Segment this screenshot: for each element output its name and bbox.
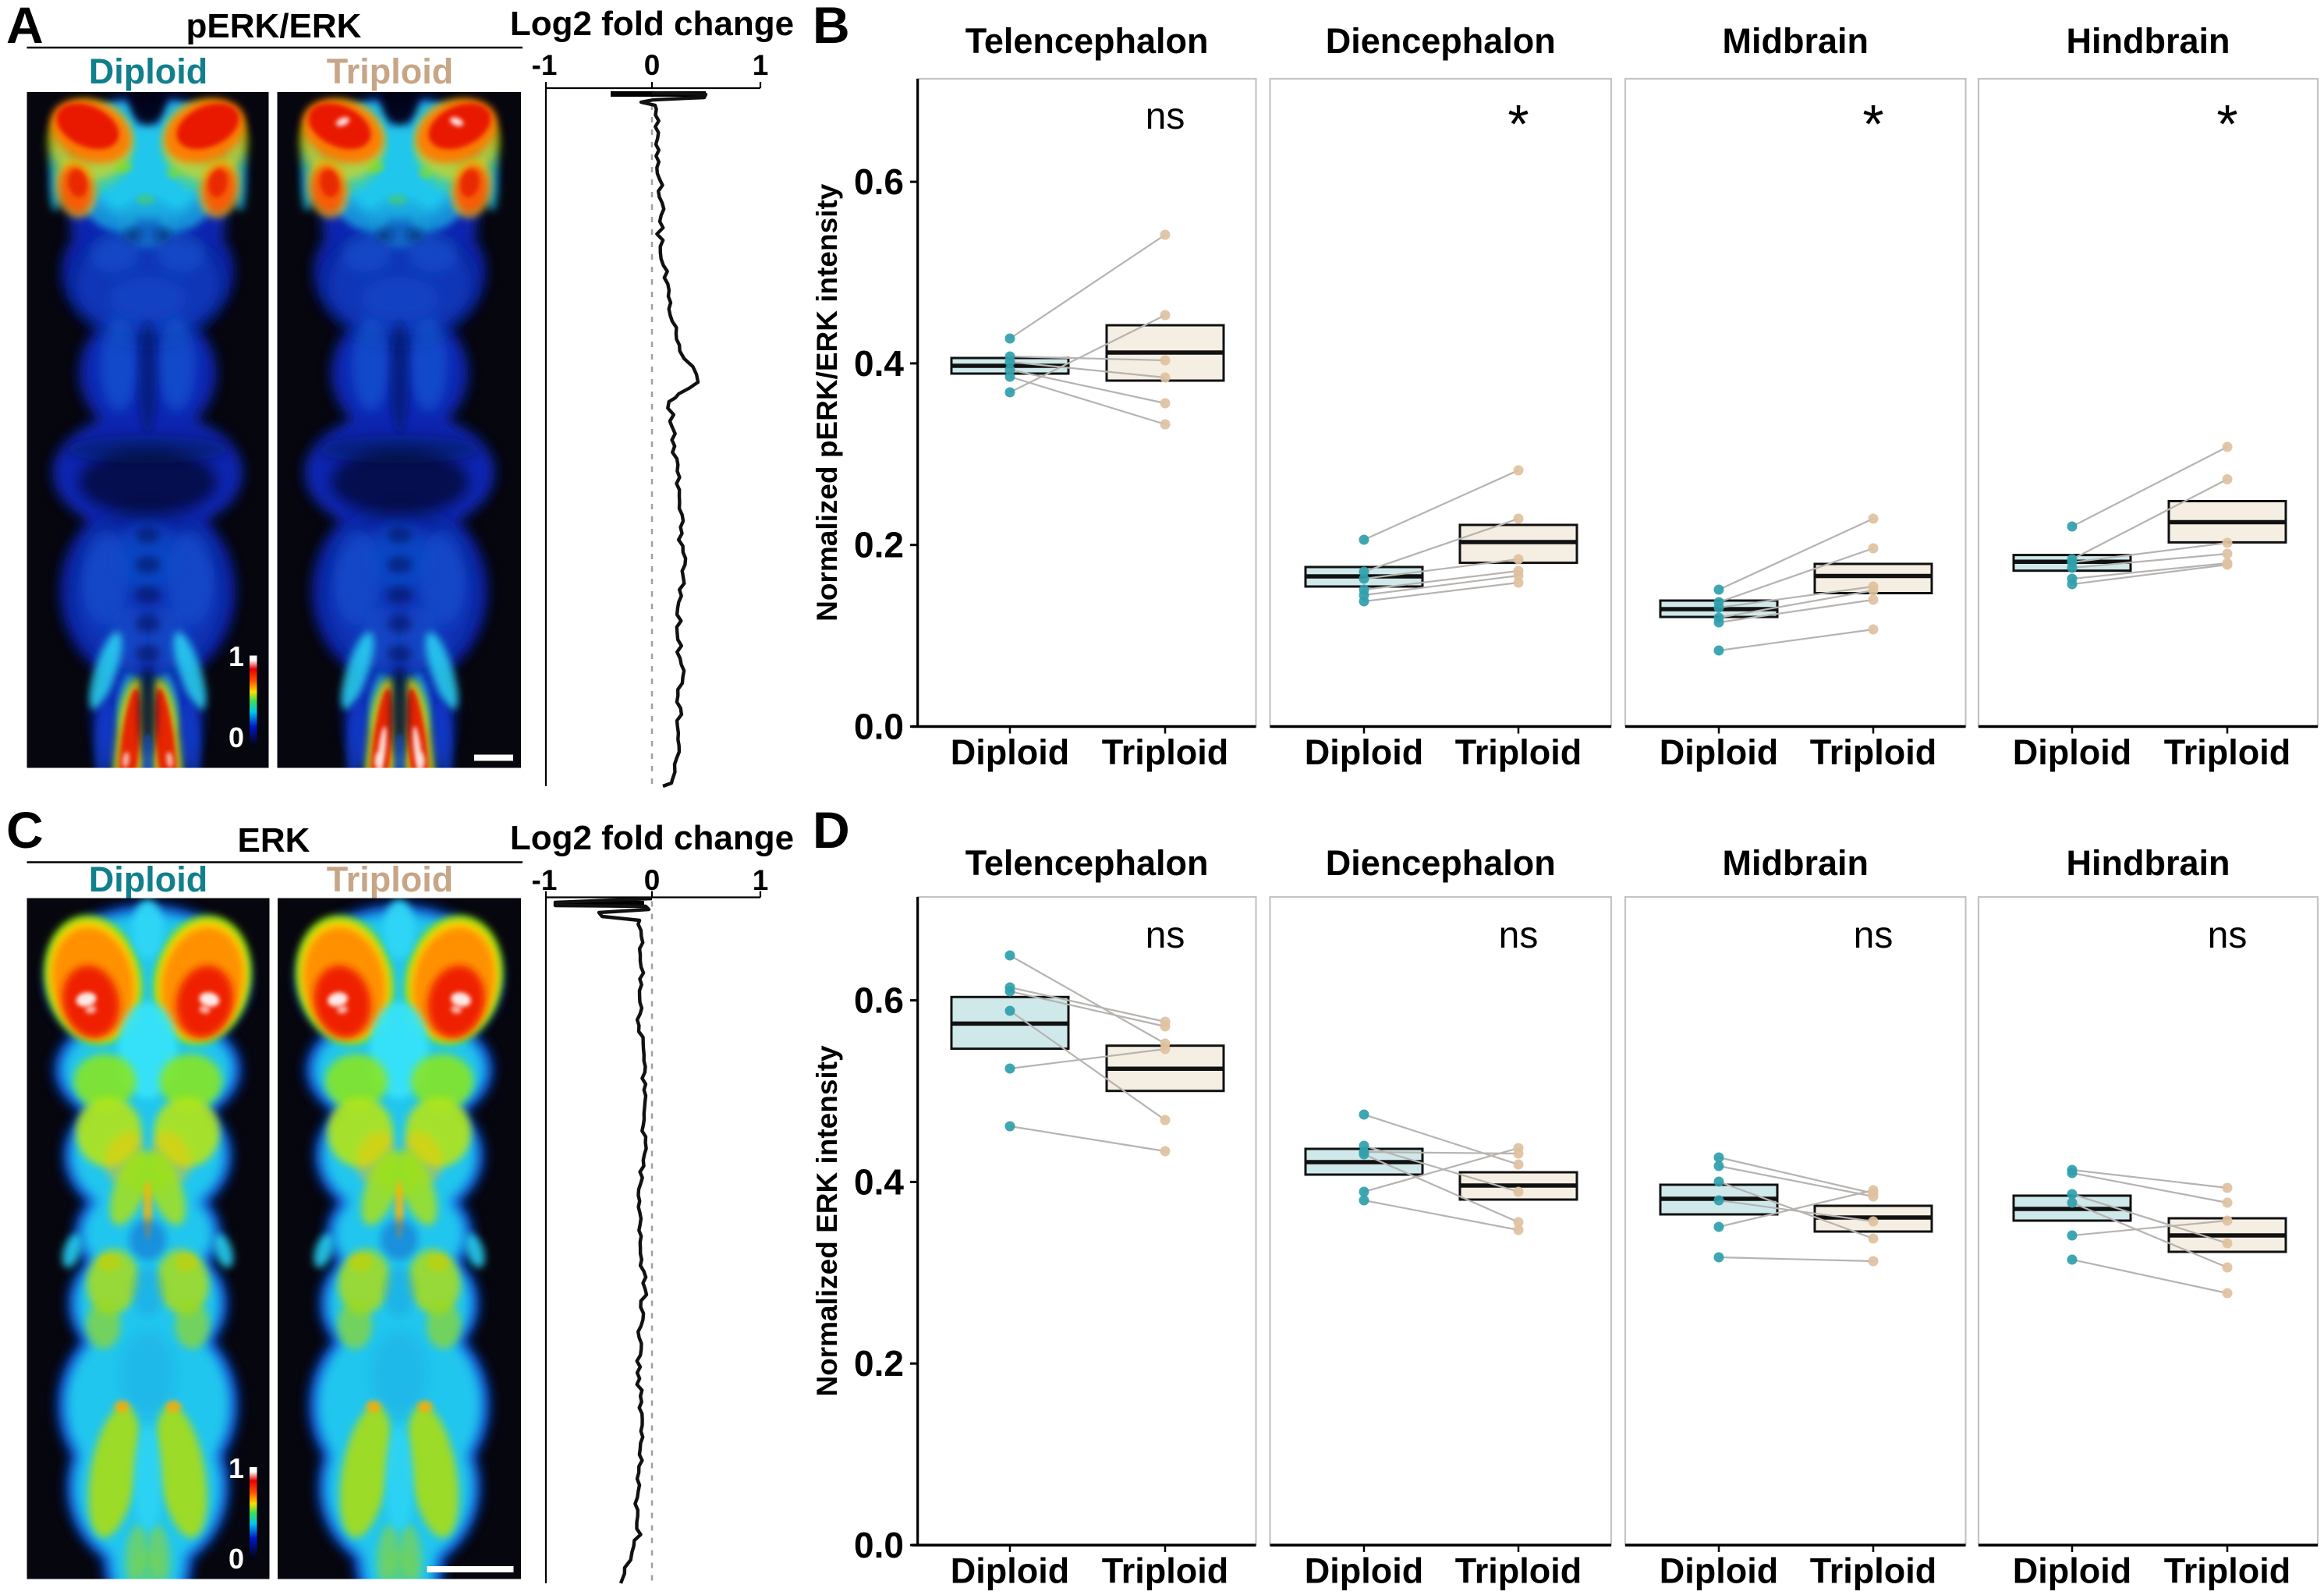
svg-text:Diploid: Diploid <box>2013 732 2131 772</box>
svg-text:*: * <box>1507 94 1529 154</box>
svg-text:Midbrain: Midbrain <box>1723 21 1869 61</box>
svg-text:Triploid: Triploid <box>1102 732 1229 772</box>
svg-text:0: 0 <box>644 49 661 81</box>
svg-text:Normalized ERK intensity: Normalized ERK intensity <box>811 1045 843 1397</box>
svg-text:ns: ns <box>1854 915 1894 956</box>
svg-text:Diploid: Diploid <box>951 732 1069 772</box>
svg-text:Telencephalon: Telencephalon <box>965 21 1209 61</box>
svg-text:0.0: 0.0 <box>854 707 904 747</box>
svg-text:Hindbrain: Hindbrain <box>2067 843 2230 883</box>
svg-text:Triploid: Triploid <box>327 860 454 899</box>
svg-text:1: 1 <box>229 1452 244 1484</box>
svg-text:Diencephalon: Diencephalon <box>1326 843 1556 883</box>
svg-text:Triploid: Triploid <box>327 51 454 91</box>
svg-text:Diploid: Diploid <box>2013 1551 2131 1591</box>
svg-text:Triploid: Triploid <box>1455 1551 1582 1591</box>
svg-text:0.2: 0.2 <box>854 525 904 565</box>
svg-text:Diploid: Diploid <box>89 51 207 91</box>
svg-text:Diploid: Diploid <box>1660 1551 1778 1591</box>
svg-text:0.2: 0.2 <box>854 1343 904 1384</box>
svg-text:Log2 fold change: Log2 fold change <box>510 819 794 857</box>
svg-text:C: C <box>6 801 44 859</box>
svg-text:Hindbrain: Hindbrain <box>2067 21 2230 61</box>
svg-text:Diploid: Diploid <box>1660 732 1778 772</box>
svg-text:Midbrain: Midbrain <box>1723 843 1869 883</box>
svg-text:ns: ns <box>1499 915 1539 956</box>
svg-text:0.4: 0.4 <box>854 343 904 384</box>
svg-text:Diploid: Diploid <box>1305 732 1423 772</box>
svg-text:-1: -1 <box>532 49 558 81</box>
svg-text:0.0: 0.0 <box>854 1525 904 1565</box>
svg-text:1: 1 <box>753 49 769 81</box>
svg-text:pERK/ERK: pERK/ERK <box>186 7 362 45</box>
svg-text:ns: ns <box>2208 915 2248 956</box>
svg-text:B: B <box>813 0 850 54</box>
svg-text:1: 1 <box>229 640 244 672</box>
svg-text:Triploid: Triploid <box>1810 1551 1937 1591</box>
svg-text:0: 0 <box>229 1543 244 1575</box>
svg-text:Diencephalon: Diencephalon <box>1326 21 1556 61</box>
svg-text:Diploid: Diploid <box>951 1551 1069 1591</box>
svg-text:D: D <box>813 801 850 859</box>
svg-text:Telencephalon: Telencephalon <box>965 843 1209 883</box>
svg-text:0: 0 <box>644 864 661 896</box>
svg-text:ns: ns <box>1146 96 1185 137</box>
svg-text:Triploid: Triploid <box>1102 1551 1229 1591</box>
svg-text:Log2 fold change: Log2 fold change <box>510 5 794 43</box>
svg-text:0.6: 0.6 <box>854 980 904 1021</box>
svg-text:Triploid: Triploid <box>1455 732 1582 772</box>
svg-text:Diploid: Diploid <box>1305 1551 1423 1591</box>
svg-text:0: 0 <box>229 721 244 753</box>
svg-text:Triploid: Triploid <box>2164 732 2291 772</box>
svg-text:0.4: 0.4 <box>854 1161 904 1202</box>
svg-text:ERK: ERK <box>238 821 310 860</box>
svg-text:-1: -1 <box>532 864 558 896</box>
svg-text:1: 1 <box>753 864 769 896</box>
svg-text:*: * <box>2216 94 2237 154</box>
svg-text:Diploid: Diploid <box>89 860 207 899</box>
svg-text:A: A <box>6 0 44 54</box>
svg-text:ns: ns <box>1146 915 1185 956</box>
svg-text:Normalized pERK/ERK intensity: Normalized pERK/ERK intensity <box>811 183 843 622</box>
svg-text:0.6: 0.6 <box>854 161 904 202</box>
svg-text:*: * <box>1862 94 1883 154</box>
svg-text:Triploid: Triploid <box>1810 732 1937 772</box>
svg-text:Triploid: Triploid <box>2164 1551 2291 1591</box>
